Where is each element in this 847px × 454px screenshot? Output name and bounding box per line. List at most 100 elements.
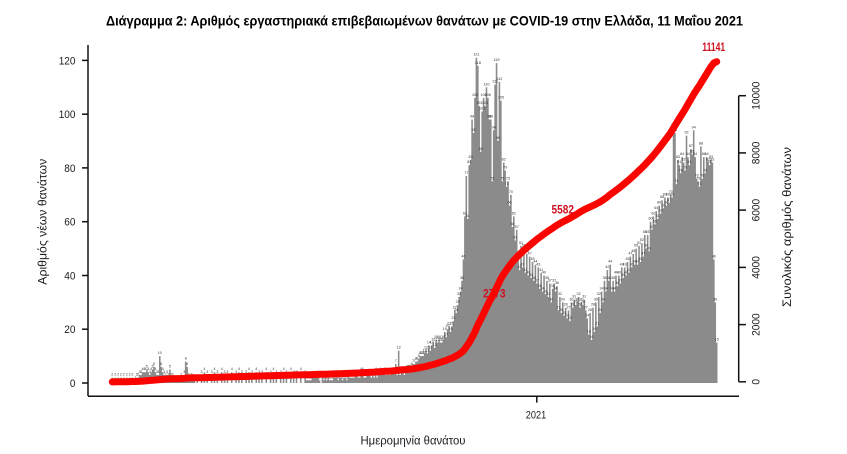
svg-text:38: 38 [607,275,612,280]
svg-text:4: 4 [221,366,224,371]
svg-text:5582: 5582 [552,204,575,216]
svg-text:90: 90 [496,135,501,140]
svg-text:79: 79 [683,165,688,170]
svg-text:44: 44 [636,259,641,264]
svg-text:83: 83 [676,154,681,159]
svg-text:37: 37 [535,278,540,283]
svg-text:37: 37 [548,278,553,283]
svg-text:30: 30 [601,296,606,301]
svg-text:16: 16 [589,334,594,339]
svg-text:7: 7 [395,358,398,363]
svg-text:24: 24 [585,313,590,318]
svg-text:88: 88 [699,140,704,145]
svg-text:6: 6 [160,361,163,366]
svg-text:49: 49 [647,245,652,250]
svg-text:32: 32 [558,291,563,296]
svg-text:8: 8 [415,356,418,361]
svg-text:50: 50 [634,243,639,248]
svg-text:69: 69 [666,192,671,197]
svg-text:100: 100 [59,109,76,121]
svg-text:69: 69 [670,192,675,197]
svg-text:14: 14 [430,339,435,344]
svg-text:36: 36 [555,280,560,285]
svg-text:2021: 2021 [526,410,546,422]
svg-text:84: 84 [680,151,685,156]
svg-text:Ημερομηνία θανάτου: Ημερομηνία θανάτου [361,434,466,448]
svg-text:98: 98 [470,114,475,119]
svg-text:11141: 11141 [702,42,725,54]
svg-text:43: 43 [520,261,525,266]
svg-text:41: 41 [523,267,528,272]
svg-text:21: 21 [447,321,452,326]
svg-text:82: 82 [682,157,687,162]
svg-text:106: 106 [485,92,492,97]
svg-text:3: 3 [226,369,229,374]
svg-text:66: 66 [664,200,669,205]
svg-text:61: 61 [656,213,661,218]
svg-text:31: 31 [582,294,587,299]
svg-text:2: 2 [172,372,175,377]
svg-text:44: 44 [533,259,538,264]
svg-text:23: 23 [451,315,456,320]
svg-text:46: 46 [712,253,717,258]
svg-text:12: 12 [428,345,433,350]
svg-text:16: 16 [441,334,446,339]
svg-text:3: 3 [156,369,159,374]
svg-text:42: 42 [605,264,610,269]
svg-text:29: 29 [581,299,586,304]
svg-text:16: 16 [434,334,439,339]
svg-text:13: 13 [433,342,438,347]
svg-text:38: 38 [532,275,537,280]
svg-text:Συνολικός αριθμός θανάτων: Συνολικός αριθμός θανάτων [780,147,794,307]
svg-text:3: 3 [235,369,238,374]
svg-text:106: 106 [472,92,479,97]
svg-text:31: 31 [572,294,577,299]
svg-text:2: 2 [191,372,194,377]
svg-text:20: 20 [64,324,75,336]
svg-text:27: 27 [584,304,589,309]
svg-text:29: 29 [456,299,461,304]
svg-text:40: 40 [542,270,547,275]
svg-text:93: 93 [471,127,476,132]
svg-text:62: 62 [463,210,468,215]
svg-text:11: 11 [425,347,430,352]
svg-text:80: 80 [64,163,75,175]
svg-text:4: 4 [238,366,241,371]
svg-text:3: 3 [201,369,204,374]
svg-text:2: 2 [188,372,191,377]
svg-text:26: 26 [598,307,603,312]
svg-text:84: 84 [686,151,691,156]
svg-text:19: 19 [443,326,448,331]
svg-text:3: 3 [140,369,143,374]
svg-text:20: 20 [446,323,451,328]
svg-text:4: 4 [150,366,153,371]
svg-text:3: 3 [211,369,214,374]
svg-text:40: 40 [64,271,75,283]
svg-text:38: 38 [545,275,550,280]
svg-text:27: 27 [556,304,561,309]
svg-text:0: 0 [70,378,76,390]
svg-text:28: 28 [578,302,583,307]
svg-text:34: 34 [459,286,464,291]
svg-text:105: 105 [498,95,505,100]
svg-text:4: 4 [248,366,251,371]
svg-text:19: 19 [448,326,453,331]
svg-text:84: 84 [702,151,707,156]
svg-text:32: 32 [597,291,602,296]
svg-text:87: 87 [689,143,694,148]
svg-text:50: 50 [522,243,527,248]
svg-text:2000: 2000 [751,313,763,336]
svg-text:10: 10 [158,350,163,355]
svg-text:2: 2 [131,372,134,377]
svg-text:3: 3 [139,369,142,374]
svg-text:26: 26 [454,307,459,312]
svg-text:3: 3 [241,369,244,374]
svg-text:4: 4 [290,366,293,371]
svg-text:4: 4 [273,366,276,371]
svg-text:2: 2 [123,372,126,377]
svg-text:48: 48 [631,248,636,253]
svg-text:2: 2 [120,372,123,377]
svg-text:57: 57 [515,224,520,229]
svg-text:63: 63 [659,208,664,213]
svg-text:60: 60 [648,216,653,221]
